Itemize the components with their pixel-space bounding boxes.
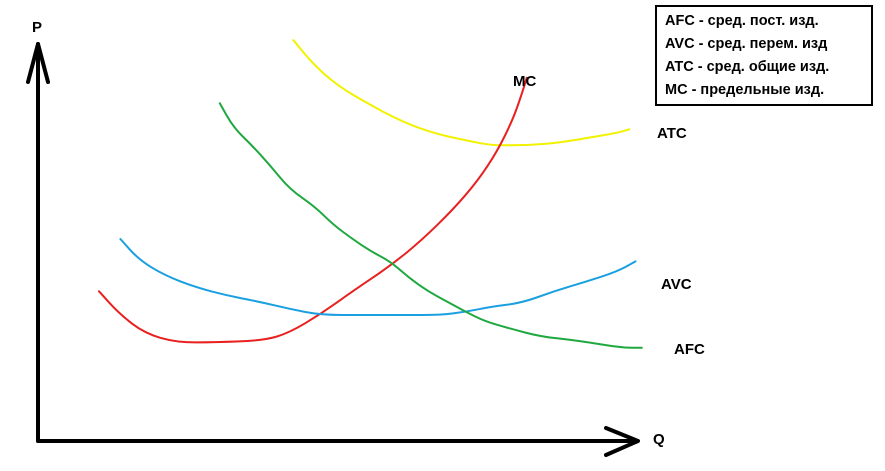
series-line-atc xyxy=(292,39,631,147)
legend-entry-afc: AFC - сред. пост. изд. xyxy=(665,13,819,29)
x-axis-arrowhead xyxy=(604,426,640,457)
legend-entry-avc: AVC - сред. перем. изд xyxy=(665,36,828,52)
curve-label-atc: ATC xyxy=(657,125,687,142)
legend-box: AFC - сред. пост. изд. AVC - сред. перем… xyxy=(655,5,873,106)
curve-label-afc: AFC xyxy=(674,341,705,358)
x-axis-label: Q xyxy=(653,431,665,448)
series-line-avc xyxy=(119,238,637,316)
series-line-mc xyxy=(98,76,528,344)
y-axis-label: P xyxy=(32,19,42,36)
legend-entry-atc: ATC - сред. общие изд. xyxy=(665,59,830,75)
legend-entry-mc: MC - предельные изд. xyxy=(665,82,825,98)
axes: P Q xyxy=(26,19,665,457)
curve-label-mc: MC xyxy=(513,73,536,90)
curve-labels: ATC MC AVC AFC xyxy=(513,73,705,358)
curve-label-avc: AVC xyxy=(661,276,692,293)
series-line-afc xyxy=(218,102,643,349)
y-axis-arrowhead xyxy=(26,42,50,84)
curves-group xyxy=(98,39,643,349)
